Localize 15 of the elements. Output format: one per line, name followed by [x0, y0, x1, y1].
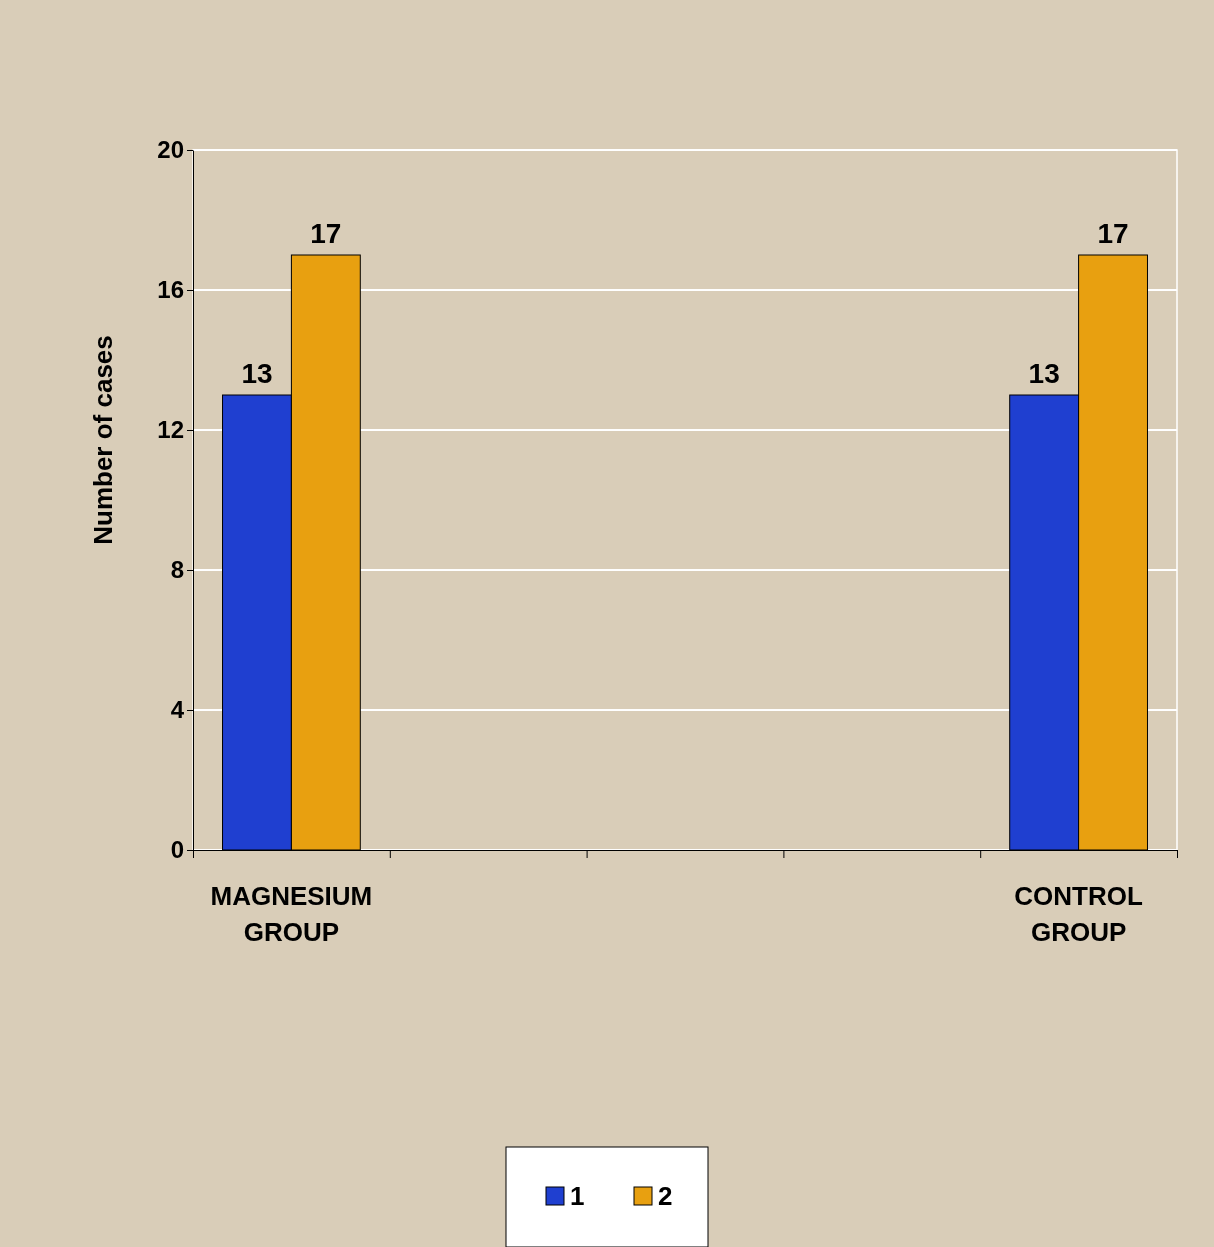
- data-label: 13: [241, 358, 273, 389]
- data-label: 17: [1097, 218, 1129, 249]
- legend-label: 2: [658, 1181, 673, 1211]
- y-axis-title: Number of cases: [88, 335, 118, 545]
- y-tick-label: 16: [157, 276, 184, 304]
- y-tick-label: 4: [170, 696, 185, 724]
- y-tick-label: 12: [157, 416, 184, 444]
- y-tick-label: 20: [157, 136, 184, 164]
- y-tick-label: 8: [170, 556, 184, 584]
- x-tick-label: CONTROL GROUP: [1014, 881, 1143, 947]
- data-label: 13: [1028, 358, 1060, 389]
- y-tick-label: 0: [170, 836, 184, 864]
- x-tick-label: MAGNESIUM GROUP: [210, 881, 373, 947]
- legend-label: 1: [570, 1181, 585, 1211]
- data-label: 17: [310, 218, 342, 249]
